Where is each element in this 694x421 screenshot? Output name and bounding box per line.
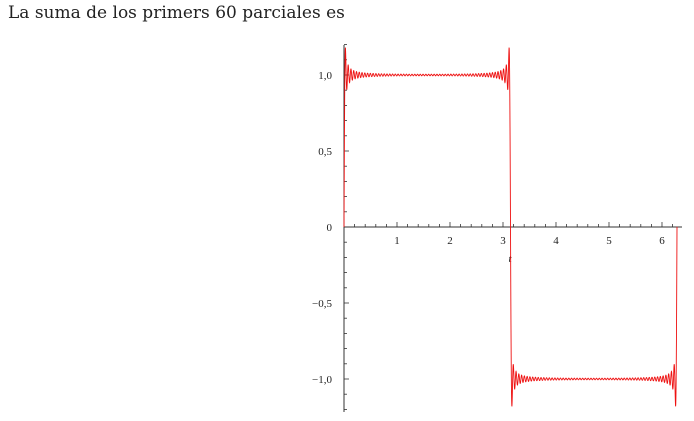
plot-tick-labels: 1 2 3 4 5 61,00,50−0,5−1,0t	[312, 70, 665, 386]
x-tick-label: 2	[447, 235, 453, 247]
x-tick-label: 4	[553, 235, 559, 247]
plot-axes	[343, 45, 682, 412]
y-tick-label: 0,5	[318, 146, 332, 158]
y-tick-label: −1,0	[312, 374, 332, 386]
caption-text: La suma de los primers 60 parciales es	[8, 3, 345, 23]
x-tick-label: 3	[500, 235, 506, 247]
y-tick-label: −0,5	[312, 298, 332, 310]
x-tick-label: 6	[659, 235, 665, 247]
series-line-fourier-sum	[343, 47, 678, 407]
y-tick-label: 0	[327, 222, 333, 234]
x-tick-label: 5	[606, 235, 612, 247]
x-tick-label: 1	[394, 235, 400, 247]
y-tick-label: 1,0	[318, 70, 332, 82]
